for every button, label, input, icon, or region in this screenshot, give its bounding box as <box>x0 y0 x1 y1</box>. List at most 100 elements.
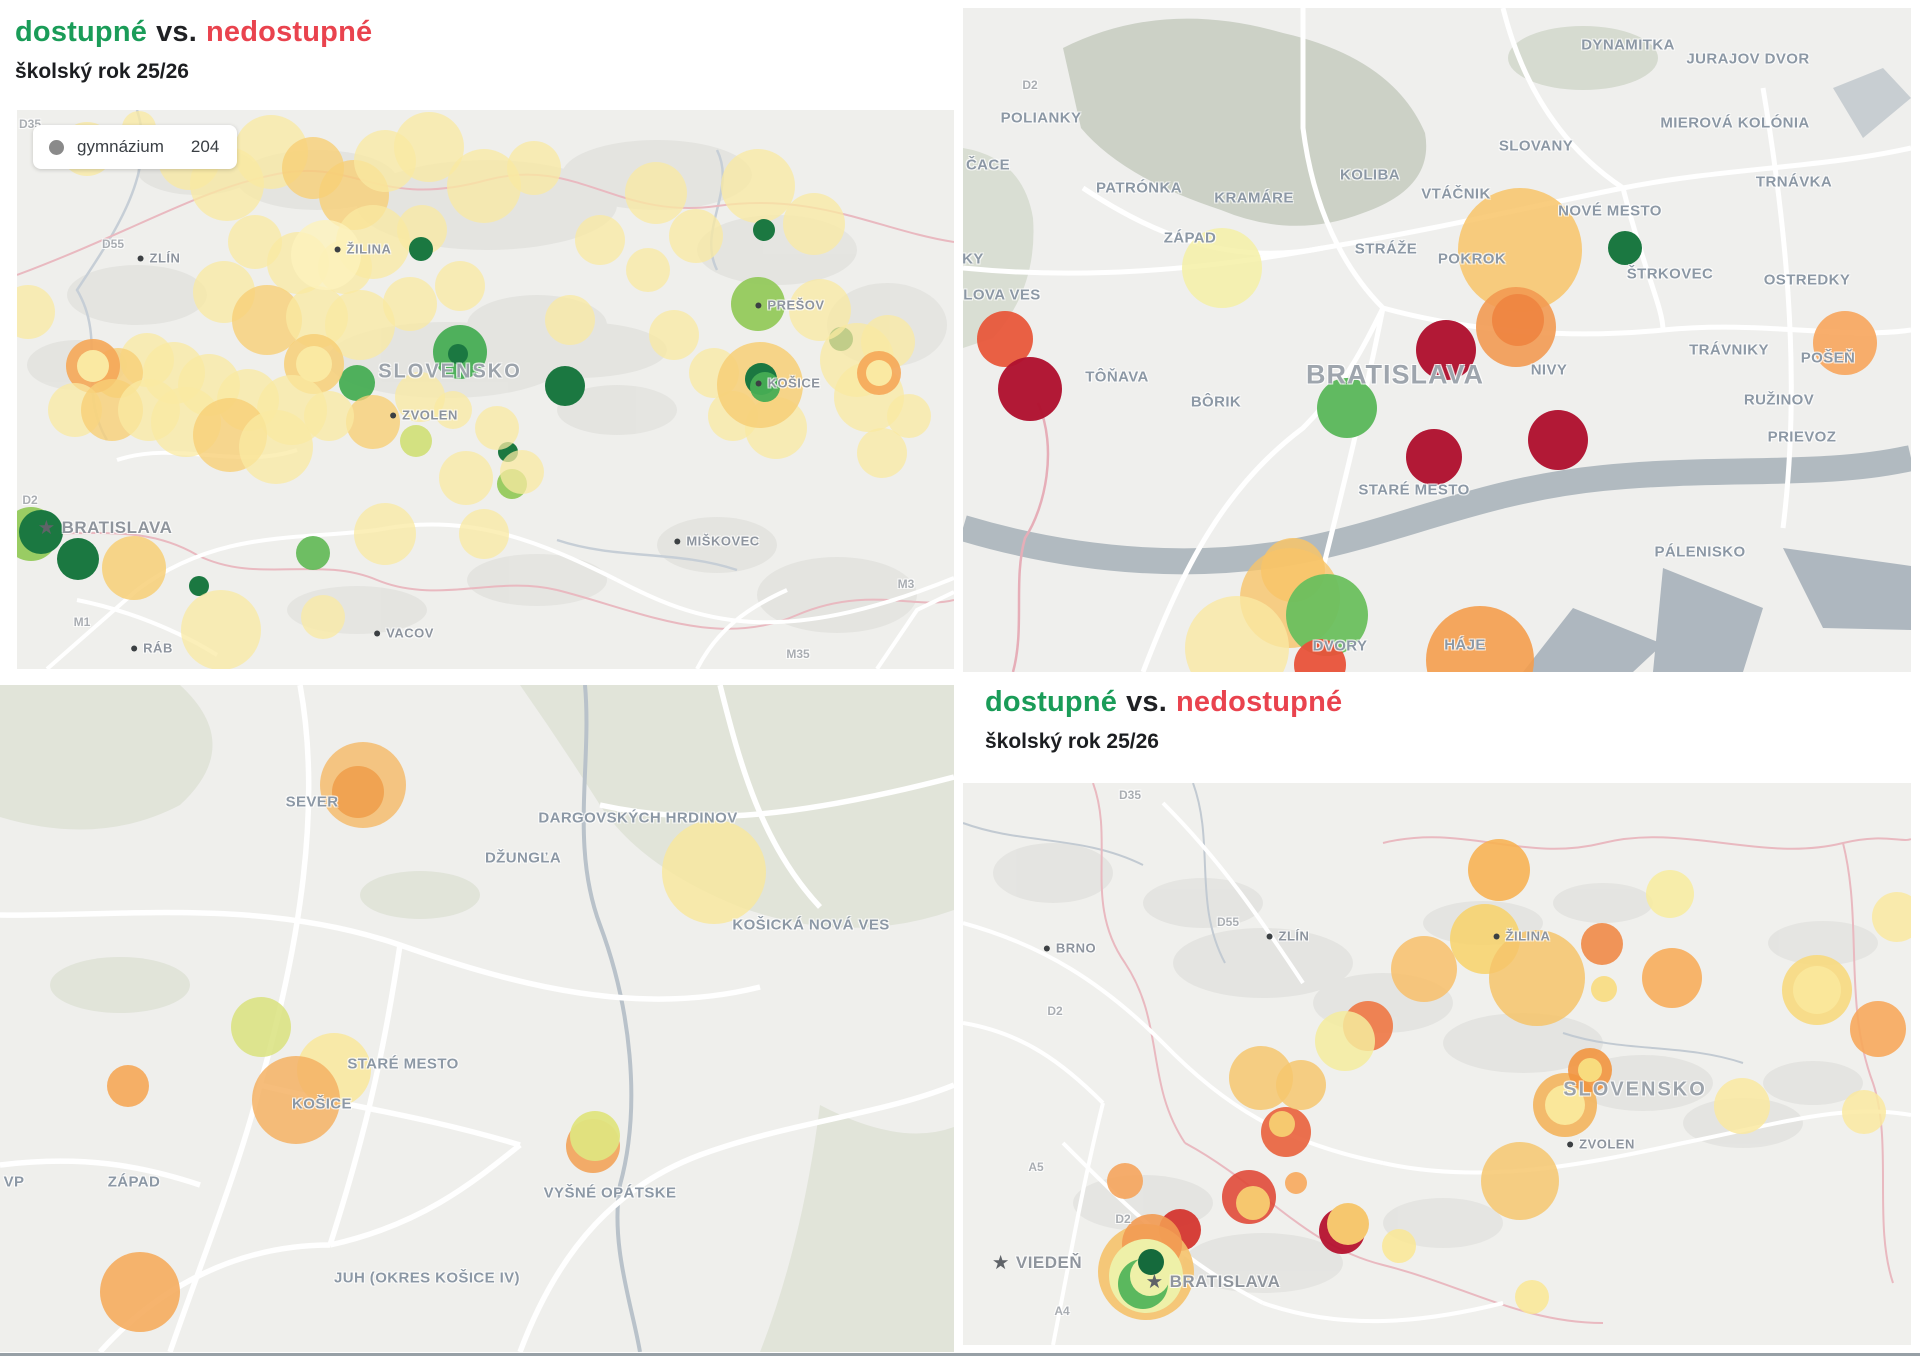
map-bubble[interactable] <box>189 576 209 596</box>
map-slovakia-gymnazium[interactable]: D35 D55 ZLÍN ŽILINA SLOVENSKO ZVOLEN PREŠOV KOŠ… <box>17 110 954 669</box>
map-bubble[interactable] <box>545 366 585 406</box>
map-bubble[interactable] <box>750 372 780 402</box>
map-bubble[interactable] <box>354 503 416 565</box>
map-bubble[interactable] <box>19 510 63 554</box>
map-bubble[interactable] <box>400 425 432 457</box>
map-bubble[interactable] <box>753 219 775 241</box>
map-bubble[interactable] <box>1416 320 1476 380</box>
map-bubble[interactable] <box>434 391 472 429</box>
map-bubble[interactable] <box>977 311 1033 367</box>
map-bratislava-detail[interactable]: D2 POLIANKY ČACE PATRÓNKA KRAMÁRE KOLIBA VTÁČN… <box>963 8 1911 672</box>
map-bubble[interactable] <box>857 428 907 478</box>
map-bubble[interactable] <box>339 365 375 401</box>
map-bubble[interactable] <box>1642 948 1702 1008</box>
map-bubble[interactable] <box>1317 378 1377 438</box>
map-bubble[interactable] <box>1545 1085 1585 1125</box>
map-bubble[interactable] <box>395 372 445 422</box>
map-bubble[interactable] <box>1646 870 1694 918</box>
map-bubble[interactable] <box>1793 966 1841 1014</box>
map-bubble[interactable] <box>1850 1001 1906 1057</box>
map-bubble[interactable] <box>789 279 851 341</box>
map-bubble[interactable] <box>296 536 330 570</box>
map-bubble[interactable] <box>1138 1249 1164 1275</box>
map-bubble[interactable] <box>1182 228 1262 308</box>
map-bubble[interactable] <box>435 261 485 311</box>
map-bubble[interactable] <box>1327 1203 1369 1245</box>
map-bubble[interactable] <box>57 538 99 580</box>
map-bubble[interactable] <box>649 310 699 360</box>
map-bubble[interactable] <box>1426 606 1534 672</box>
map-bubble[interactable] <box>301 595 345 639</box>
map-bubble[interactable] <box>1872 892 1911 942</box>
map-bubble[interactable] <box>296 346 332 382</box>
map-bubble[interactable] <box>625 162 687 224</box>
map-bubble[interactable] <box>669 209 723 263</box>
map-bubble[interactable] <box>1315 1011 1375 1071</box>
map-bubble[interactable] <box>252 1056 340 1144</box>
map-bubble[interactable] <box>325 290 395 360</box>
map-bubble[interactable] <box>721 149 795 223</box>
map-bubble[interactable] <box>1842 1090 1886 1134</box>
map-bubble[interactable] <box>783 193 845 255</box>
map-bubble[interactable] <box>1406 429 1462 485</box>
map-bubble[interactable] <box>394 112 464 182</box>
map-kosice-detail[interactable]: SEVER DARGOVSKÝCH HRDINOV DŽUNGĽA KOŠICKÁ N… <box>0 685 954 1352</box>
map-bubble[interactable] <box>545 295 595 345</box>
map-bubble[interactable] <box>1489 930 1585 1026</box>
map-bubble[interactable] <box>1578 1058 1602 1082</box>
map-bubble[interactable] <box>998 357 1062 421</box>
map-bubble[interactable] <box>475 406 519 450</box>
map-bubble[interactable] <box>570 1111 620 1161</box>
map-bubble[interactable] <box>447 149 521 223</box>
map-bubble[interactable] <box>662 820 766 924</box>
map-bubble[interactable] <box>500 450 544 494</box>
map-bubble[interactable] <box>575 215 625 265</box>
map-bubble[interactable] <box>1481 1142 1559 1220</box>
map-bubble[interactable] <box>448 344 468 364</box>
map-bubble[interactable] <box>17 285 55 339</box>
map-bubble[interactable] <box>397 205 447 255</box>
map-bubble[interactable] <box>731 277 785 331</box>
map-bubble[interactable] <box>1294 639 1346 672</box>
map-bubble[interactable] <box>459 509 509 559</box>
map-bubble[interactable] <box>1714 1078 1770 1134</box>
map-bubble[interactable] <box>332 766 384 818</box>
map-bubble[interactable] <box>1581 923 1623 965</box>
map-bubble[interactable] <box>100 1252 180 1332</box>
map-bubble[interactable] <box>239 410 313 484</box>
map-bubble[interactable] <box>346 395 400 449</box>
map-bubble[interactable] <box>1813 311 1877 375</box>
map-bubble[interactable] <box>409 237 433 261</box>
map-bubble[interactable] <box>383 277 437 331</box>
map-bubble[interactable] <box>1236 1186 1270 1220</box>
map-bubble[interactable] <box>1468 839 1530 901</box>
map-bubble[interactable] <box>107 1065 149 1107</box>
map-bubble[interactable] <box>1285 1172 1307 1194</box>
map-legend[interactable]: gymnázium 204 <box>33 125 238 169</box>
map-bubble[interactable] <box>1276 1060 1326 1110</box>
map-bubble[interactable] <box>507 141 561 195</box>
map-bubble[interactable] <box>1608 231 1642 265</box>
map-bubble[interactable] <box>232 285 302 355</box>
map-bubble[interactable] <box>102 536 166 600</box>
map-bubble[interactable] <box>866 360 892 386</box>
map-bubble[interactable] <box>439 451 493 505</box>
map-bubble[interactable] <box>1528 410 1588 470</box>
map-bubble[interactable] <box>1286 574 1368 656</box>
map-slovakia-second[interactable]: D35 BRNO D55 ZLÍN ŽILINA D2 SLOVENSKO ZVOLEN A5 ★… <box>963 783 1911 1345</box>
map-bubble[interactable] <box>1382 1229 1416 1263</box>
map-bubble[interactable] <box>181 590 261 669</box>
map-bubble[interactable] <box>1229 1046 1293 1110</box>
map-bubble[interactable] <box>626 248 670 292</box>
map-bubble[interactable] <box>1458 188 1582 312</box>
map-bubble[interactable] <box>1269 1111 1295 1137</box>
map-bubble[interactable] <box>291 220 361 290</box>
map-bubble[interactable] <box>228 215 282 269</box>
map-bubble[interactable] <box>1391 936 1457 1002</box>
map-bubble[interactable] <box>1492 294 1544 346</box>
map-bubble[interactable] <box>1591 976 1617 1002</box>
map-bubble[interactable] <box>231 997 291 1057</box>
map-bubble[interactable] <box>887 394 931 438</box>
map-bubble[interactable] <box>1185 596 1289 672</box>
map-bubble[interactable] <box>77 350 109 382</box>
